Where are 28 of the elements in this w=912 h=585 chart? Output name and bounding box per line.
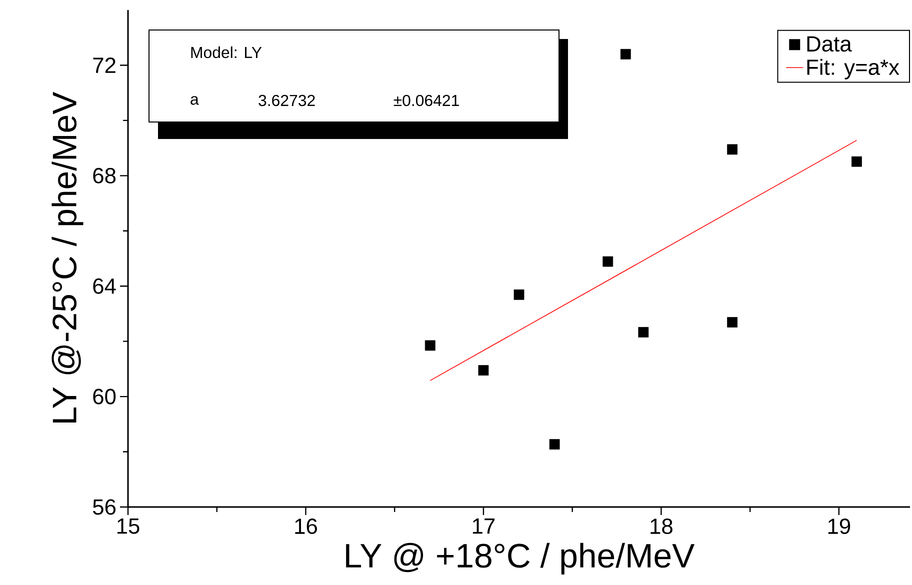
point [478,365,489,376]
x-axis-title: LY @ +18°C / phe/MeV [346,542,695,574]
y-axis-title: LY @-25°C / phe/MeV [52,92,84,422]
annotation: 3.62732 [258,94,315,106]
y-tick-label: 64 [93,278,116,294]
legend-label: Fit: y=a*x [807,58,900,80]
point [620,48,631,60]
x-tick-label: 16 [295,518,317,534]
y-tick-label: 68 [93,168,116,184]
annotation: ±0.06421 [394,94,459,106]
point [851,156,862,167]
y-tick-label: 72 [93,58,116,73]
y-tick-label: 60 [93,388,116,404]
point [549,439,560,450]
x-tick-label: 18 [650,518,672,534]
point [638,327,649,338]
annotation: Model: LY [191,46,262,58]
point [514,289,524,300]
y-tick-label: 56 [92,499,116,515]
x-tick-label: 19 [828,518,850,534]
point [727,144,738,155]
point [602,256,614,267]
legend-label: Data [807,36,852,52]
annotation: a [190,96,199,105]
point [424,340,436,351]
x-tick-label: 17 [472,518,495,534]
point [727,317,738,328]
x-tick-label: 15 [117,518,140,534]
